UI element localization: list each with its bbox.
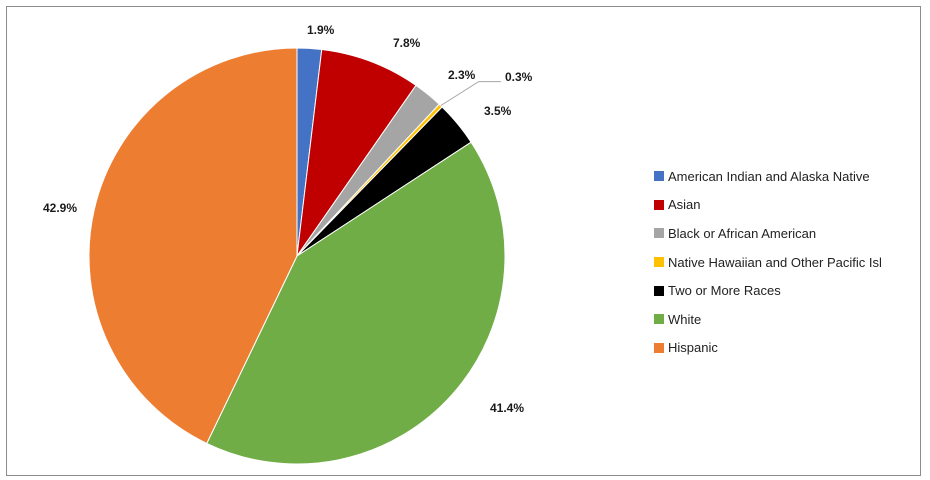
- legend-label: Hispanic: [668, 340, 718, 356]
- legend-item-two-or-more-races: Two or More Races: [654, 276, 882, 305]
- data-label-asian: 7.8%: [393, 36, 421, 50]
- data-label-black-or-african-american: 2.3%: [448, 68, 476, 82]
- legend-label: Native Hawaiian and Other Pacific Isl: [668, 254, 882, 270]
- pie-slice-asian: [296, 48, 417, 257]
- pie-slice-hispanic: [88, 47, 298, 445]
- legend-item-native-hawaiian-and-other-pacific-isl: Native Hawaiian and Other Pacific Isl: [654, 248, 882, 277]
- legend-label: American Indian and Alaska Native: [668, 168, 870, 184]
- legend-swatch: [654, 257, 664, 268]
- data-label-hispanic: 42.9%: [43, 201, 77, 215]
- legend-label: Asian: [668, 197, 701, 213]
- legend-item-black-or-african-american: Black or African American: [654, 219, 882, 248]
- legend-label: Two or More Races: [668, 283, 781, 299]
- legend-swatch: [654, 199, 664, 210]
- legend-swatch: [654, 171, 664, 182]
- legend-item-american-indian-and-alaska-native: American Indian and Alaska Native: [654, 162, 882, 191]
- chart-area: 1.9% 7.8% 2.3% 0.3% 3.5% 41.4% 42.9% American …: [6, 6, 921, 476]
- data-label-native-hawaiian-and-other-pacific-isl: 0.3%: [505, 70, 533, 84]
- pie-slice-white: [206, 141, 506, 465]
- legend-swatch: [654, 285, 664, 296]
- leader-lines: [440, 81, 501, 107]
- data-label-american-indian-and-alaska-native: 1.9%: [307, 23, 335, 37]
- pie-chart: 1.9% 7.8% 2.3% 0.3% 3.5% 41.4% 42.9%: [43, 23, 533, 465]
- legend-item-white: White: [654, 305, 882, 334]
- legend-swatch: [654, 314, 664, 325]
- legend-item-hispanic: Hispanic: [654, 334, 882, 363]
- leader-line-native-hawaiian-and-other-pacific-isl: [440, 81, 501, 107]
- pie-slices: [88, 47, 506, 465]
- data-labels: 1.9% 7.8% 2.3% 0.3% 3.5% 41.4% 42.9%: [43, 23, 533, 415]
- legend-swatch: [654, 342, 664, 353]
- legend: American Indian and Alaska Native Asian Bl…: [654, 162, 882, 362]
- data-label-two-or-more-races: 3.5%: [484, 104, 512, 118]
- legend-swatch: [654, 228, 664, 239]
- data-label-white: 41.4%: [490, 401, 524, 415]
- legend-item-asian: Asian: [654, 191, 882, 220]
- legend-label: Black or African American: [668, 225, 817, 241]
- legend-label: White: [668, 311, 702, 327]
